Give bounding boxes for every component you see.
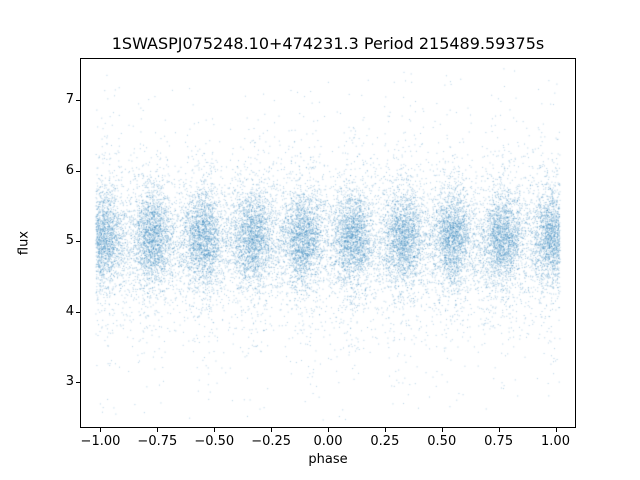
- x-tick-label: 0.75: [484, 434, 514, 449]
- x-tick-mark: [384, 428, 386, 432]
- x-tick-label: 1.00: [541, 434, 570, 449]
- x-tick-mark: [498, 428, 500, 432]
- y-tick-label: 6: [65, 162, 74, 178]
- x-tick-label: −0.75: [137, 434, 178, 449]
- y-tick-mark: [76, 311, 80, 313]
- plot-area: [80, 58, 576, 428]
- y-axis-label: flux: [16, 230, 32, 256]
- x-tick-label: −1.00: [80, 434, 121, 449]
- x-tick-mark: [271, 428, 273, 432]
- x-tick-mark: [441, 428, 443, 432]
- x-tick-mark: [214, 428, 216, 432]
- y-tick-label: 4: [65, 303, 74, 319]
- x-tick-label: −0.25: [251, 434, 292, 449]
- y-tick-mark: [76, 100, 80, 102]
- x-tick-label: 0.25: [370, 434, 400, 449]
- x-tick-mark: [157, 428, 159, 432]
- y-tick-mark: [76, 382, 80, 384]
- y-tick-label: 3: [65, 374, 74, 390]
- y-tick-label: 7: [65, 92, 74, 108]
- chart-title: 1SWASPJ075248.10+474231.3 Period 215489.…: [111, 34, 545, 53]
- x-tick-label: 0.00: [313, 434, 343, 449]
- x-tick-mark: [555, 428, 557, 432]
- y-tick-mark: [76, 170, 80, 172]
- x-tick-mark: [100, 428, 102, 432]
- x-tick-label: 0.50: [427, 434, 457, 449]
- y-tick-mark: [76, 241, 80, 243]
- x-tick-mark: [328, 428, 329, 432]
- x-axis-label: phase: [308, 452, 348, 467]
- y-tick-label: 5: [65, 233, 74, 249]
- x-tick-label: −0.50: [194, 434, 235, 449]
